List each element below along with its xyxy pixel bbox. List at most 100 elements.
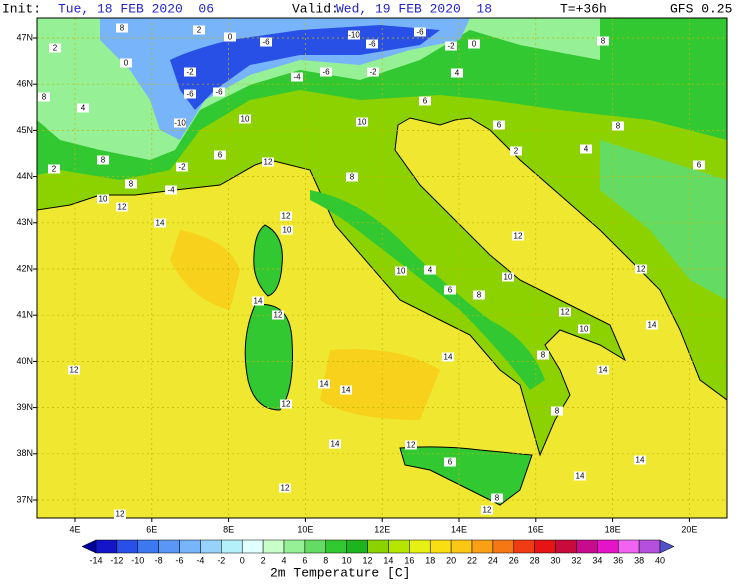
contour-label-box	[468, 39, 480, 49]
contour-label-box	[48, 164, 60, 174]
contour-label: 10	[397, 267, 406, 276]
latitude-label: 38N	[16, 448, 33, 458]
latitude-label: 40N	[16, 356, 33, 366]
contour-label: 12	[483, 506, 492, 515]
colorbar-segment	[429, 539, 452, 554]
colorbar-arrow	[81, 539, 97, 554]
colorbar-segment	[200, 539, 222, 554]
contour-label: -4	[167, 186, 175, 195]
colorbar-label: 0	[240, 555, 245, 565]
contour-label: 8	[129, 180, 134, 189]
valid-label: Valid:	[292, 1, 339, 16]
contour-label: 8	[477, 291, 482, 300]
contour-label-box	[239, 114, 251, 124]
longitude-label: 14E	[451, 524, 467, 534]
contour-label-box	[493, 120, 505, 130]
contour-label: 6	[497, 121, 502, 130]
colorbar-segment	[116, 539, 139, 554]
colorbar-label: -2	[217, 555, 225, 565]
contour-label: 8	[601, 37, 606, 46]
contour-label-box	[537, 350, 549, 360]
colorbar-segment	[638, 539, 661, 554]
contour-label: 10	[99, 195, 108, 204]
colorbar-segment	[597, 539, 619, 554]
colorbar-segment	[576, 539, 598, 554]
contour-label: 12	[407, 441, 416, 450]
contour-label: 8	[101, 156, 106, 165]
contour-label: 6	[697, 161, 702, 170]
contour-label-box	[348, 30, 360, 40]
contour-label: 10	[283, 226, 292, 235]
contour-label: 14	[444, 353, 453, 362]
contour-label-box	[329, 439, 341, 449]
colorbar-label: -12	[110, 555, 123, 565]
contour-label-box	[424, 265, 436, 275]
contour-label: 6	[218, 151, 223, 160]
contour-label: 12	[274, 311, 283, 320]
colorbar-label: 18	[425, 555, 435, 565]
colorbar-label: 40	[655, 555, 665, 565]
contour-label-box	[444, 457, 456, 467]
valid-value: Wed, 19 FEB 2020 18	[336, 1, 492, 16]
contour-label-box	[551, 406, 563, 416]
contour-label: 12	[281, 484, 290, 493]
contour-label: 8	[120, 24, 125, 33]
contour-label: -2	[186, 68, 194, 77]
contour-label-box	[367, 67, 379, 77]
warm-sea-patch	[170, 230, 440, 420]
contour-label-box	[445, 41, 457, 51]
colorbar-segment	[534, 539, 556, 554]
colorbar-segment	[325, 539, 347, 554]
colorbar-segment	[450, 539, 473, 554]
contour-label: 12	[264, 158, 273, 167]
contour-label: 4	[81, 104, 86, 113]
contour-label: 14	[342, 386, 351, 395]
contour-label-box	[318, 379, 330, 389]
contour-label-box	[279, 483, 291, 493]
latitude-label: 37N	[16, 494, 33, 504]
contour-label-box	[252, 296, 264, 306]
contour-label-box	[405, 440, 417, 450]
contour-label: 12	[637, 265, 646, 274]
colorbar-segment	[513, 539, 535, 554]
contour-label-box	[414, 27, 426, 37]
latitude-label: 43N	[16, 217, 33, 227]
contour-label-box	[578, 324, 590, 334]
colorbar-label: 32	[571, 555, 581, 565]
contour-label-box	[346, 172, 358, 182]
latitude-label: 46N	[16, 79, 33, 89]
contour-label: 10	[504, 273, 513, 282]
contour-label: 8	[541, 351, 546, 360]
latitude-label: 45N	[16, 125, 33, 135]
colorbar-segment	[471, 539, 494, 554]
contour-label: 10	[358, 118, 367, 127]
contour-label: 14	[648, 321, 657, 330]
contour-label-box	[320, 67, 332, 77]
contour-label-box	[184, 67, 196, 77]
longitude-label: 6E	[146, 524, 157, 534]
colorbar-segment	[492, 539, 515, 554]
colorbar-segment	[179, 539, 201, 554]
longitude-label: 10E	[297, 524, 313, 534]
contour-label-box	[97, 194, 109, 204]
colorbar-label: 34	[592, 555, 602, 565]
contour-label-box	[444, 285, 456, 295]
longitude-label: 4E	[69, 524, 80, 534]
contour-label: -6	[368, 40, 376, 49]
colorbar-arrow	[659, 539, 675, 554]
contour-label-box	[442, 352, 454, 362]
contour-label-box	[491, 493, 503, 503]
colorbar-segment	[221, 539, 243, 554]
contour-label-box	[213, 87, 225, 97]
contour-label-box	[272, 310, 284, 320]
contour-label-box	[165, 185, 177, 195]
contour-label-box	[693, 160, 705, 170]
latitude-label: 42N	[16, 263, 33, 273]
contour-label: 12	[282, 400, 291, 409]
colorbar-segment	[262, 539, 285, 554]
contour-label-box	[68, 365, 80, 375]
colorbar-label: -4	[196, 555, 204, 565]
longitude-label: 12E	[374, 524, 390, 534]
latitude-label: 41N	[16, 310, 33, 320]
contour-label: -2	[447, 42, 455, 51]
